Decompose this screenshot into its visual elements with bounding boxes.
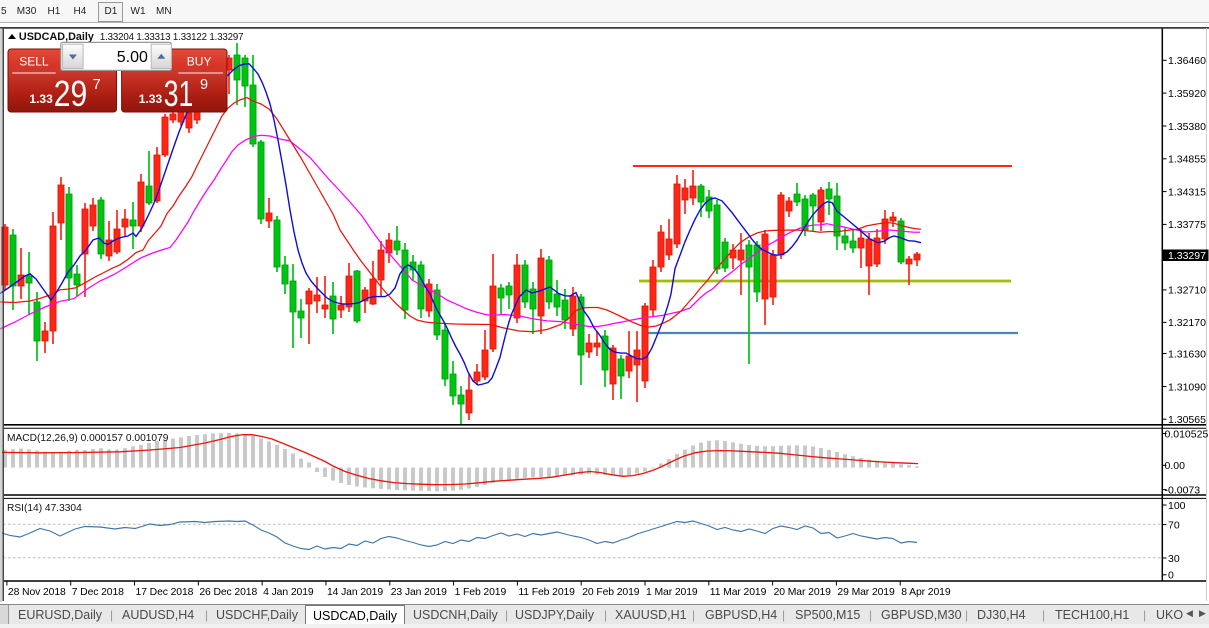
svg-text:MACD(12,26,9) 0.000157 0.00107: MACD(12,26,9) 0.000157 0.001079 — [7, 433, 169, 444]
svg-text:1.35920: 1.35920 — [1168, 88, 1206, 100]
svg-text:0.010525: 0.010525 — [1165, 428, 1209, 440]
svg-text:7: 7 — [93, 77, 101, 93]
svg-text:20 Mar 2019: 20 Mar 2019 — [774, 587, 832, 598]
svg-text:14 Jan 2019: 14 Jan 2019 — [327, 587, 383, 598]
svg-text:7 Dec 2018: 7 Dec 2018 — [72, 587, 124, 598]
svg-text:0.00: 0.00 — [1165, 460, 1186, 472]
svg-text:29 Mar 2019: 29 Mar 2019 — [837, 587, 895, 598]
svg-text:70: 70 — [1168, 519, 1180, 531]
svg-text:4 Jan 2019: 4 Jan 2019 — [263, 587, 314, 598]
svg-text:31: 31 — [164, 73, 194, 114]
svg-text:1 Feb 2019: 1 Feb 2019 — [455, 587, 507, 598]
svg-text:1.34855: 1.34855 — [1168, 154, 1206, 166]
svg-text:29: 29 — [54, 73, 88, 114]
svg-text:8 Apr 2019: 8 Apr 2019 — [901, 587, 951, 598]
svg-text:SELL: SELL — [19, 55, 49, 69]
svg-text:9: 9 — [200, 77, 208, 93]
svg-text:1.33297: 1.33297 — [1168, 250, 1206, 262]
svg-text:1.35380: 1.35380 — [1168, 121, 1206, 133]
svg-text:23 Jan 2019: 23 Jan 2019 — [391, 587, 447, 598]
svg-text:RSI(14) 47.3304: RSI(14) 47.3304 — [7, 503, 82, 514]
svg-text:1.32710: 1.32710 — [1168, 285, 1206, 297]
svg-text:-0.0073: -0.0073 — [1165, 484, 1201, 496]
svg-text:BUY: BUY — [187, 55, 212, 69]
svg-text:1.31090: 1.31090 — [1168, 381, 1206, 393]
svg-text:1.33775: 1.33775 — [1168, 219, 1206, 231]
svg-text:1.32170: 1.32170 — [1168, 317, 1206, 329]
svg-text:1.31630: 1.31630 — [1168, 348, 1206, 360]
svg-text:1.34315: 1.34315 — [1168, 186, 1206, 198]
svg-text:5.00: 5.00 — [117, 49, 148, 66]
svg-text:20 Feb 2019: 20 Feb 2019 — [582, 587, 640, 598]
svg-text:1.30565: 1.30565 — [1168, 414, 1206, 426]
svg-text:11 Mar 2019: 11 Mar 2019 — [710, 587, 767, 598]
svg-text:1.36460: 1.36460 — [1168, 55, 1206, 67]
svg-text:26 Dec 2018: 26 Dec 2018 — [199, 587, 257, 598]
svg-text:1.33: 1.33 — [29, 92, 53, 106]
svg-text:0: 0 — [1168, 570, 1174, 582]
svg-text:1 Mar 2019: 1 Mar 2019 — [646, 587, 698, 598]
svg-text:28 Nov 2018: 28 Nov 2018 — [8, 587, 66, 598]
svg-text:100: 100 — [1168, 500, 1186, 512]
svg-text:30: 30 — [1168, 553, 1180, 565]
svg-text:17 Dec 2018: 17 Dec 2018 — [136, 587, 194, 598]
svg-text:11 Feb 2019: 11 Feb 2019 — [518, 587, 575, 598]
svg-text:1.33: 1.33 — [139, 92, 163, 106]
